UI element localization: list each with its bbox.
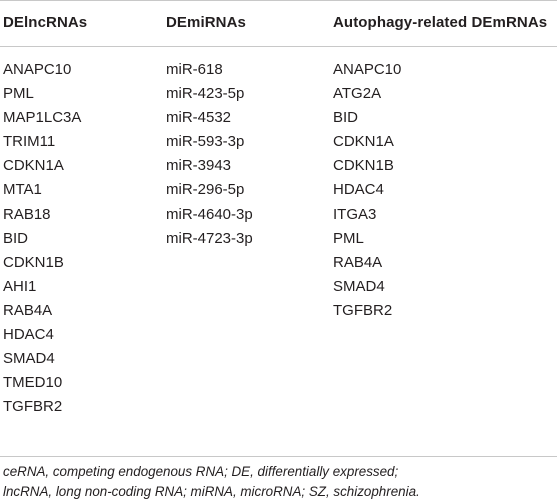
table-cell: TGFBR2	[333, 301, 393, 319]
table-cell: PML	[3, 85, 34, 103]
table-cell: TGFBR2	[3, 398, 63, 416]
table-cell: BID	[3, 229, 29, 247]
bottom-rule	[0, 456, 557, 457]
table-footnote: ceRNA, competing endogenous RNA; DE, dif…	[3, 462, 555, 501]
table-cell: AHI1	[3, 277, 37, 295]
table-cell: miR-4532	[166, 109, 232, 127]
table-cell: HDAC4	[3, 326, 54, 344]
header-demirnas: DEmiRNAs	[166, 14, 246, 31]
header-rule	[0, 46, 557, 47]
table-cell: MTA1	[3, 181, 42, 199]
table-cell: ANAPC10	[333, 61, 402, 78]
header-delncrnas: DElncRNAs	[3, 14, 88, 31]
table-cell: TMED10	[3, 374, 63, 392]
table-cell: CDKN1B	[3, 253, 64, 271]
table-cell: ANAPC10	[3, 61, 72, 78]
table-cell: SMAD4	[3, 350, 55, 368]
table-cell: PML	[333, 229, 364, 247]
table-cell: miR-618	[166, 61, 223, 78]
footnote-line-1: ceRNA, competing endogenous RNA; DE, dif…	[3, 464, 399, 479]
table-cell: ITGA3	[333, 205, 377, 223]
column-demirnas: miR-618 miR-423-5p miR-4532 miR-593-3p miR-3…	[166, 58, 253, 251]
footnote-line-2: lncRNA, long non-coding RNA; miRNA, micr…	[3, 483, 420, 499]
header-autophagy-demrnas: Autophagy-related DEmRNAs	[333, 14, 548, 31]
table-cell: ATG2A	[333, 85, 382, 103]
table-cell: miR-296-5p	[166, 181, 245, 199]
column-delncrnas: ANAPC10 PML MAP1LC3A TRIM11 CDKN1A MTA1 RAB18 B…	[3, 58, 81, 419]
table-cell: CDKN1A	[3, 157, 64, 175]
top-rule	[0, 0, 557, 1]
table-cell: RAB18	[3, 205, 51, 223]
table-cell: CDKN1B	[333, 157, 394, 175]
table-cell: miR-4640-3p	[166, 205, 253, 223]
table-cell: RAB4A	[3, 301, 53, 319]
table-cell: HDAC4	[333, 181, 384, 199]
table-cell: MAP1LC3A	[3, 109, 82, 127]
table-cell: miR-4723-3p	[166, 229, 253, 247]
table-cell: CDKN1A	[333, 133, 394, 151]
table-header-row: DElncRNAs DEmiRNAs Autophagy-related DEm…	[0, 0, 557, 46]
table-cell: BID	[333, 109, 359, 127]
table-cell: TRIM11	[3, 133, 56, 151]
column-autophagy-demrnas: ANAPC10 ATG2A BID CDKN1A CDKN1B HDAC4 ITGA3 PML…	[333, 58, 401, 323]
table-cell: miR-423-5p	[166, 85, 245, 103]
table-cell: RAB4A	[333, 253, 383, 271]
table-cell: miR-3943	[166, 157, 232, 175]
table-cell: miR-593-3p	[166, 133, 245, 151]
table-cell: SMAD4	[333, 277, 385, 295]
